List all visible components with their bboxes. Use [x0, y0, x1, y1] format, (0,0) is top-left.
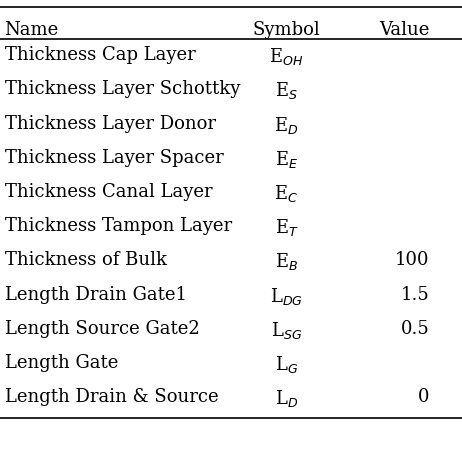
Text: E$_{D}$: E$_{D}$ — [274, 115, 298, 135]
Text: L$_{DG}$: L$_{DG}$ — [270, 286, 303, 306]
Text: Value: Value — [379, 21, 430, 39]
Text: E$_{E}$: E$_{E}$ — [275, 149, 298, 170]
Text: Thickness Cap Layer: Thickness Cap Layer — [5, 46, 195, 64]
Text: E$_{S}$: E$_{S}$ — [275, 80, 298, 101]
Text: 0: 0 — [418, 388, 430, 406]
Text: E$_{OH}$: E$_{OH}$ — [269, 46, 304, 67]
Text: Length Source Gate2: Length Source Gate2 — [5, 320, 200, 338]
Text: E$_{T}$: E$_{T}$ — [274, 217, 298, 238]
Text: Thickness Canal Layer: Thickness Canal Layer — [5, 183, 212, 201]
Text: Thickness Tampon Layer: Thickness Tampon Layer — [5, 217, 232, 235]
Text: Thickness Layer Schottky: Thickness Layer Schottky — [5, 80, 240, 98]
Text: Length Drain & Source: Length Drain & Source — [5, 388, 218, 406]
Text: 100: 100 — [395, 251, 430, 269]
Text: Symbol: Symbol — [253, 21, 320, 39]
Text: E$_{C}$: E$_{C}$ — [274, 183, 298, 204]
Text: Thickness Layer Spacer: Thickness Layer Spacer — [5, 149, 223, 167]
Text: Thickness of Bulk: Thickness of Bulk — [5, 251, 167, 269]
Text: L$_{G}$: L$_{G}$ — [275, 354, 298, 375]
Text: L$_{SG}$: L$_{SG}$ — [271, 320, 302, 340]
Text: Length Gate: Length Gate — [5, 354, 118, 372]
Text: L$_{D}$: L$_{D}$ — [275, 388, 298, 409]
Text: E$_{B}$: E$_{B}$ — [275, 251, 298, 272]
Text: Name: Name — [5, 21, 59, 39]
Text: 1.5: 1.5 — [401, 286, 430, 304]
Text: Thickness Layer Donor: Thickness Layer Donor — [5, 115, 216, 133]
Text: 0.5: 0.5 — [401, 320, 430, 338]
Text: Length Drain Gate1: Length Drain Gate1 — [5, 286, 187, 304]
